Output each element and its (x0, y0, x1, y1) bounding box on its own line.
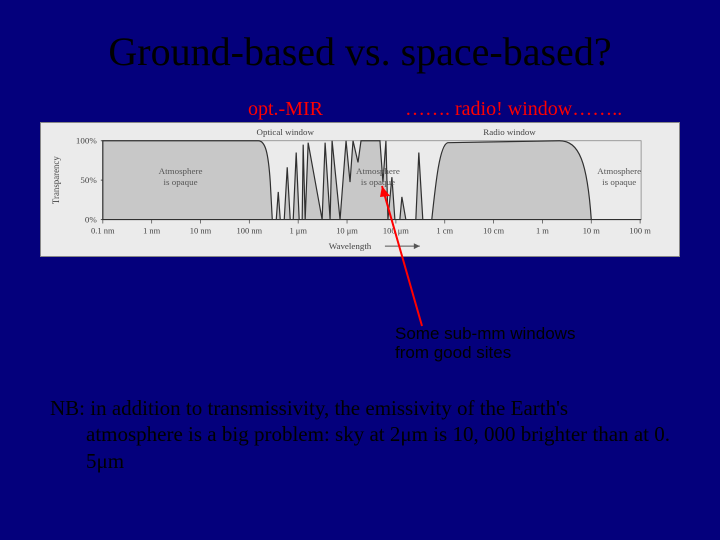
opaque-label-right-2: is opaque (602, 177, 636, 187)
transparency-chart: 100% 50% 0% Transparency 0.1 nm 1 nm 10 … (40, 122, 680, 257)
label-radio-window: ……. radio! window…….. (405, 98, 622, 121)
xtick-8: 10 cm (483, 225, 504, 235)
xtick-7: 1 cm (436, 225, 453, 235)
ytick-0: 0% (85, 215, 98, 225)
xtick-4: 1 μm (289, 225, 307, 235)
opaque-label-left-2: is opaque (164, 177, 198, 187)
top-label-radio: Radio window (483, 127, 536, 137)
ytick-50: 50% (80, 175, 97, 185)
annotation-submm: Some sub-mm windows from good sites (395, 325, 575, 362)
xtick-0: 0.1 nm (91, 225, 115, 235)
y-axis-label: Transparency (51, 156, 61, 204)
xtick-11: 100 m (629, 225, 651, 235)
opaque-label-mid-2: is opaque (361, 177, 395, 187)
top-label-optical: Optical window (256, 127, 314, 137)
note-line2: atmosphere is a big problem: sky at 2μm … (86, 422, 587, 446)
xtick-3: 100 nm (237, 225, 263, 235)
note-line1: NB: in addition to transmissivity, the e… (50, 396, 568, 420)
annotation-line1: Some sub-mm windows (395, 324, 575, 343)
opaque-label-mid-1: Atmosphere (356, 166, 400, 176)
opaque-label-right-1: Atmosphere (597, 166, 641, 176)
xtick-10: 10 m (583, 225, 601, 235)
xtick-6: 100 μm (383, 225, 409, 235)
xtick-1: 1 nm (143, 225, 161, 235)
slide-title: Ground-based vs. space-based? (0, 28, 720, 75)
note-text: NB: in addition to transmissivity, the e… (50, 395, 670, 474)
x-axis-label: Wavelength (329, 241, 372, 251)
opaque-label-left-1: Atmosphere (159, 166, 203, 176)
annotation-line2: from good sites (395, 343, 511, 362)
xtick-9: 1 m (536, 225, 549, 235)
ytick-100: 100% (76, 136, 97, 146)
xtick-2: 10 nm (190, 225, 212, 235)
label-optical-mir: opt.-MIR (248, 98, 323, 121)
slide: Ground-based vs. space-based? opt.-MIR …… (0, 0, 720, 540)
xtick-5: 10 μm (336, 225, 358, 235)
